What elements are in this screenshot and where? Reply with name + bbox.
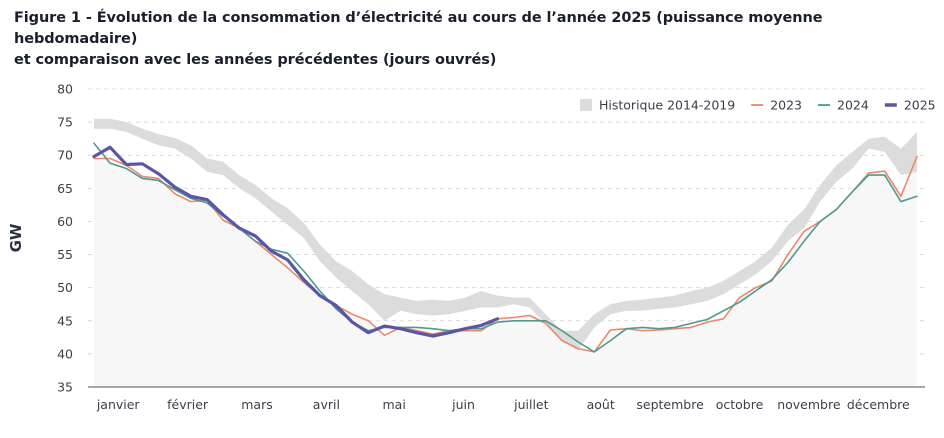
y-tick-label: 45 xyxy=(57,313,73,328)
x-tick-label: décembre xyxy=(847,397,910,412)
legend-label-2023: 2023 xyxy=(770,98,802,113)
x-tick-label: mai xyxy=(382,397,405,412)
x-tick-label: juillet xyxy=(513,397,549,412)
historique-band xyxy=(94,118,917,351)
x-tick-label: février xyxy=(167,397,209,412)
y-tick-label: 35 xyxy=(57,380,73,395)
y-tick-label: 80 xyxy=(57,82,73,97)
x-tick-label: novembre xyxy=(777,397,841,412)
y-tick-label: 65 xyxy=(57,181,73,196)
x-tick-label: janvier xyxy=(96,397,141,412)
legend-swatch-historique xyxy=(580,99,592,111)
y-axis-label: GW xyxy=(7,223,25,252)
y-tick-label: 60 xyxy=(57,214,73,229)
historique-band-layer xyxy=(94,118,917,387)
y-tick-label: 70 xyxy=(57,148,73,163)
axes: 35 40 45 50 55 60 65 70 75 80 janvier février mars av… xyxy=(57,82,925,412)
x-tick-label: octobre xyxy=(716,397,764,412)
y-tick-label: 55 xyxy=(57,247,73,262)
series-line-2025 xyxy=(92,145,499,338)
legend-label-2024: 2024 xyxy=(837,98,869,113)
x-tick-label: septembre xyxy=(636,397,704,412)
figure-title-line-2: et comparaison avec les années précédent… xyxy=(14,52,497,68)
legend-label-2025: 2025 xyxy=(904,98,936,113)
series-line-2023 xyxy=(93,155,918,353)
figure-title-line-1: Figure 1 - Évolution de la consommation … xyxy=(14,10,823,47)
x-tick-label: mars xyxy=(241,397,273,412)
y-tick-label: 75 xyxy=(57,115,73,130)
figure-title: Figure 1 - Évolution de la consommation … xyxy=(14,8,944,71)
legend-label-historique: Historique 2014-2019 xyxy=(599,98,735,113)
y-tick-label: 40 xyxy=(57,346,73,361)
x-tick-label: juin xyxy=(451,397,475,412)
series-layer xyxy=(92,142,918,353)
legend: Historique 2014-2019 2023 2024 2025 xyxy=(580,98,936,113)
y-tick-label: 50 xyxy=(57,280,73,295)
background-area xyxy=(94,156,917,387)
x-tick-label: août xyxy=(587,397,615,412)
x-tick-label: avril xyxy=(313,397,340,412)
